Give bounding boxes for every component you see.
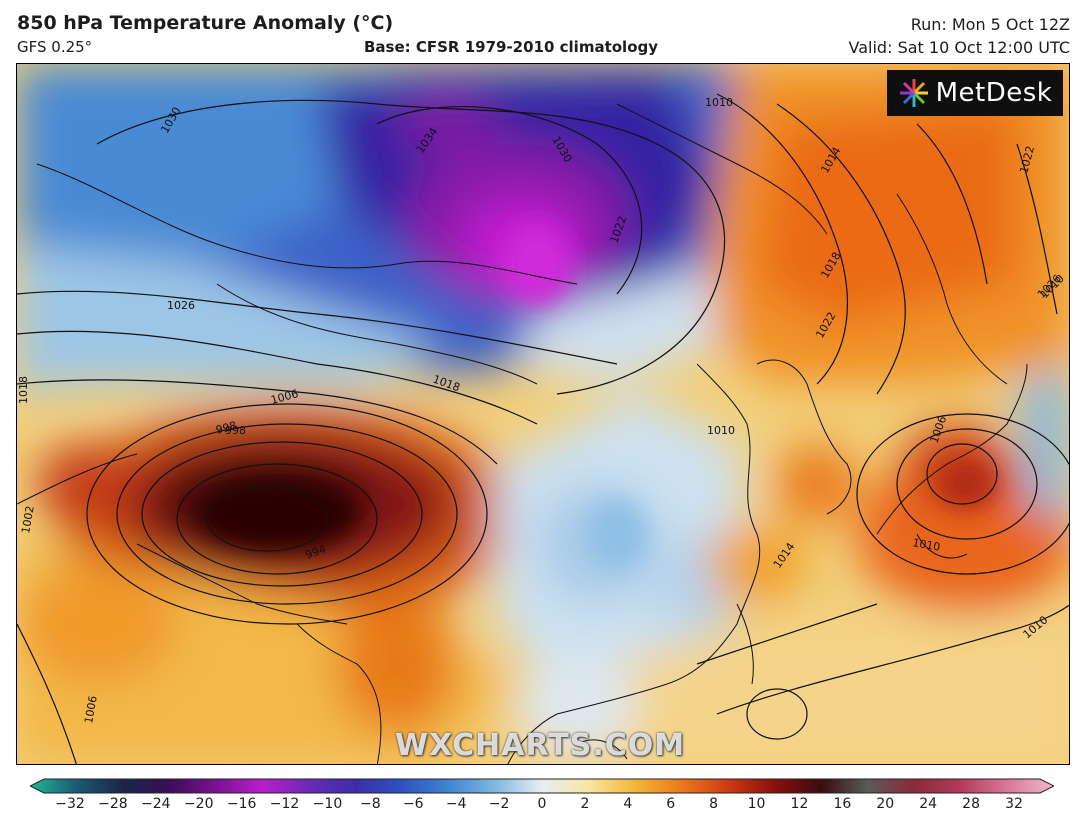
colorbar-tick-label: −2 <box>488 796 510 812</box>
wxcharts-watermark: WXCHARTS.COM <box>395 728 686 763</box>
isobars <box>17 93 1069 764</box>
climatology-base-label: Base: CFSR 1979-2010 climatology <box>364 38 659 56</box>
logo-text: MetDesk <box>935 78 1053 108</box>
isobar-label: 1010 <box>705 96 733 109</box>
colorbar-tick-label: 4 <box>623 796 633 812</box>
colorbar-tick-label: 2 <box>580 796 590 812</box>
colorbar-tick-label: −28 <box>98 796 128 812</box>
valid-time-label: Valid: Sat 10 Oct 12:00 UTC <box>848 38 1070 57</box>
colorbar-tick-label: −20 <box>183 796 214 812</box>
colorbar-tick-label: 8 <box>709 796 719 812</box>
colorbar-tick-label: 16 <box>833 796 852 812</box>
colorbar-gradient <box>28 778 1056 794</box>
isobar-label: 1018 <box>17 376 30 404</box>
colorbar-tick-label: −10 <box>312 796 343 812</box>
isobar-label: 998 <box>225 424 246 437</box>
colorbar-strip <box>28 778 1056 794</box>
anomaly-map: 1030 1034 1030 1022 1010 1014 1022 1026 … <box>16 63 1070 765</box>
colorbar-tick-label: 0 <box>537 796 547 812</box>
colorbar-tick-label: −32 <box>55 796 85 812</box>
colorbar-tick-label: 6 <box>666 796 676 812</box>
chart-header: 850 hPa Temperature Anomaly (°C) GFS 0.2… <box>0 0 1076 64</box>
map-canvas: 1030 1034 1030 1022 1010 1014 1022 1026 … <box>17 64 1069 764</box>
colorbar-tick-label: −4 <box>445 796 467 812</box>
run-time-label: Run: Mon 5 Oct 12Z <box>910 15 1070 34</box>
colorbar-tick-label: −6 <box>402 796 424 812</box>
colorbar-tick-label: 12 <box>790 796 809 812</box>
colorbar-tick-label: −12 <box>269 796 300 812</box>
chart-title: 850 hPa Temperature Anomaly (°C) <box>17 12 394 34</box>
pinwheel-icon <box>899 79 928 107</box>
colorbar-tick-label: 10 <box>747 796 766 812</box>
isobar-label: 1026 <box>167 299 195 312</box>
colorbar-tick-label: −16 <box>226 796 257 812</box>
coastlines <box>17 103 1028 764</box>
colorbar-tick-label: 20 <box>876 796 895 812</box>
colorbar-tick-label: 24 <box>919 796 938 812</box>
metdesk-logo: MetDesk <box>887 70 1063 116</box>
colorbar-tick-label: 28 <box>962 796 980 812</box>
isobar-label: 998 <box>214 419 238 437</box>
isobar-label: 1002 <box>19 505 37 535</box>
model-label: GFS 0.25° <box>17 38 93 56</box>
isobar-label: 1010 <box>707 424 735 437</box>
colorbar-tick-label: 32 <box>1005 796 1023 812</box>
anomaly-detail <box>197 224 997 569</box>
colorbar-tick-label: −24 <box>141 796 171 812</box>
isobar-label: 1006 <box>82 695 100 725</box>
colorbar-tick-label: −8 <box>360 796 381 812</box>
colorbar: −32 −28 −24 −20 −16 −12 −10 −8 −6 −4 −2 0 2 4 6 8 10 12 16… <box>28 776 1056 822</box>
isobar-label: 1010 <box>911 536 941 554</box>
